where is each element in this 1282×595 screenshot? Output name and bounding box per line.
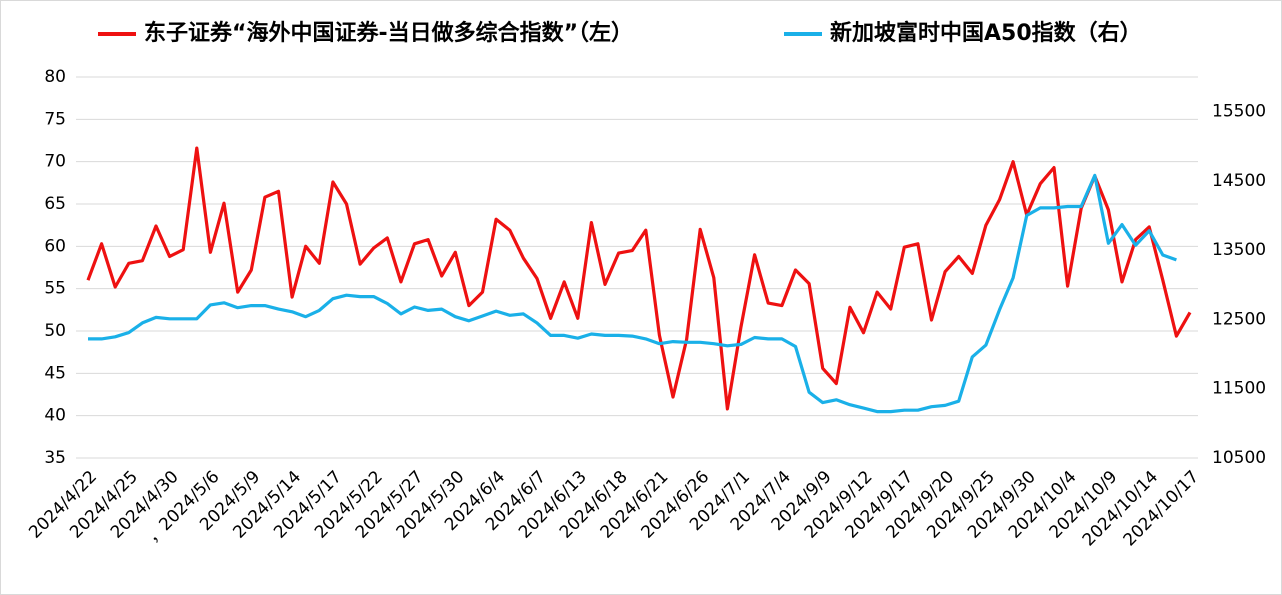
y2-tick-label: 14500 <box>1212 171 1266 191</box>
y-tick-label: 65 <box>44 194 66 214</box>
y2-tick-label: 10500 <box>1212 448 1266 468</box>
series-line <box>86 146 1192 411</box>
y-tick-label: 50 <box>44 321 66 341</box>
legend-text: 东子证券“海外中国证券-当日做多综合指数”（左） <box>144 20 633 46</box>
y2-tick-label: 15500 <box>1212 102 1266 122</box>
y-tick-label: 80 <box>44 67 66 87</box>
y2-tick-label: 12500 <box>1212 309 1266 329</box>
y-tick-label: 55 <box>44 279 66 299</box>
y-tick-label: 35 <box>44 448 66 468</box>
legend-text: 新加坡富时中国A50指数（右） <box>830 20 1142 46</box>
y-tick-label: 60 <box>44 236 66 256</box>
y2-tick-label: 13500 <box>1212 240 1266 260</box>
y-tick-label: 40 <box>44 406 66 426</box>
y-tick-label: 45 <box>44 363 66 383</box>
series-line <box>88 173 1177 414</box>
y-tick-label: 75 <box>44 109 66 129</box>
y2-tick-label: 11500 <box>1212 379 1266 399</box>
y-tick-label: 70 <box>44 152 66 172</box>
